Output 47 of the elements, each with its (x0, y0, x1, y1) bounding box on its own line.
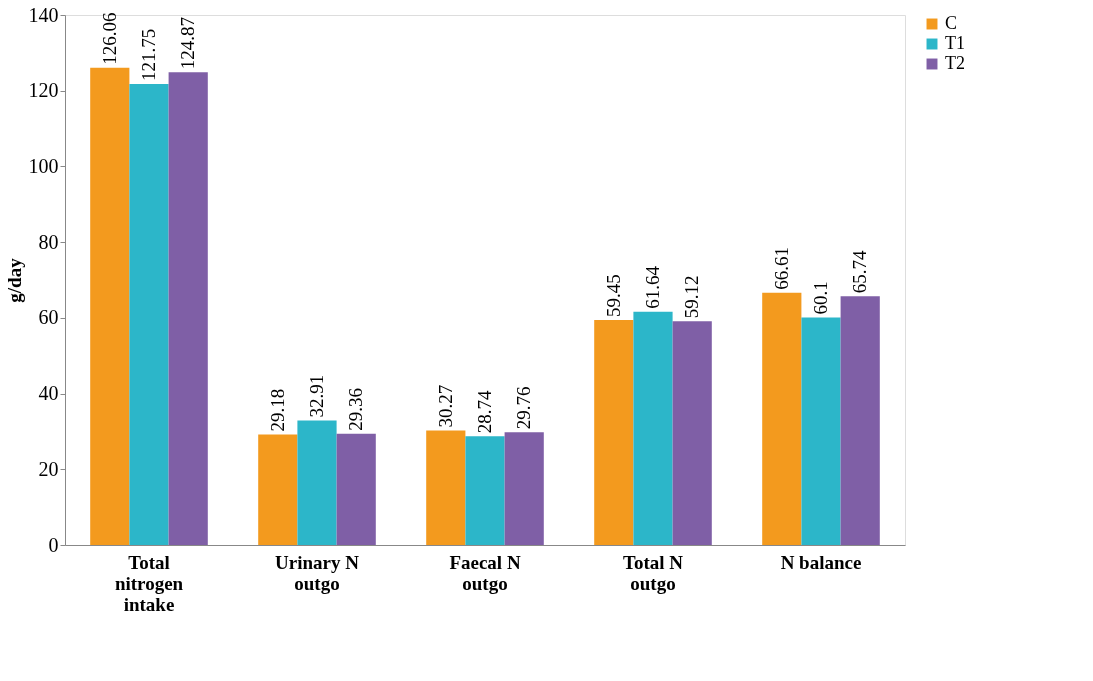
bar (90, 67, 130, 545)
x-tick-label: Total nitrogen intake (114, 551, 184, 615)
bar (801, 317, 841, 545)
data-label: 61.64 (642, 265, 663, 309)
data-label: 59.45 (602, 274, 624, 317)
y-tick-label: 100 (28, 154, 59, 177)
bar (840, 296, 880, 545)
data-label: 126.06 (98, 12, 120, 65)
bar (465, 436, 505, 545)
y-tick-label: 60 (38, 306, 59, 329)
bar (504, 432, 544, 545)
data-label: 32.91 (306, 374, 327, 418)
y-tick-label: 20 (38, 457, 59, 480)
bar (336, 433, 376, 545)
bar (129, 84, 169, 545)
legend-label: T2 (945, 53, 965, 73)
x-tick-label: Urinary N outgo (275, 551, 360, 594)
legend-label: C (945, 13, 958, 33)
bar (258, 434, 298, 545)
bar (168, 72, 208, 545)
bar (672, 321, 712, 545)
data-label: 28.74 (474, 389, 495, 434)
y-axis-title: g/day (3, 257, 25, 303)
bar (633, 311, 673, 545)
y-tick-label: 80 (38, 230, 59, 253)
bar (297, 420, 337, 545)
data-label: 60.1 (810, 281, 831, 315)
data-label: 29.36 (345, 388, 367, 431)
y-tick-label: 120 (28, 79, 59, 102)
y-tick-label: 0 (48, 533, 59, 556)
x-tick-label: Total N outgo (622, 551, 684, 594)
bar (594, 319, 634, 545)
y-tick-label: 40 (38, 382, 59, 405)
y-tick-label: 140 (28, 3, 59, 26)
bar (426, 430, 466, 545)
data-label: 29.18 (266, 388, 288, 432)
x-tick-label: N balance (780, 551, 862, 573)
data-label: 66.61 (770, 247, 792, 290)
data-label: 29.76 (513, 386, 535, 430)
data-label: 121.75 (138, 28, 159, 82)
data-label: 124.87 (177, 17, 199, 70)
legend-label: T1 (945, 33, 965, 53)
data-label: 65.74 (849, 249, 871, 294)
data-label: 30.27 (434, 384, 456, 428)
bar (762, 292, 802, 545)
data-label: 59.12 (681, 275, 703, 319)
x-tick-label: Faecal N outgo (449, 551, 521, 594)
